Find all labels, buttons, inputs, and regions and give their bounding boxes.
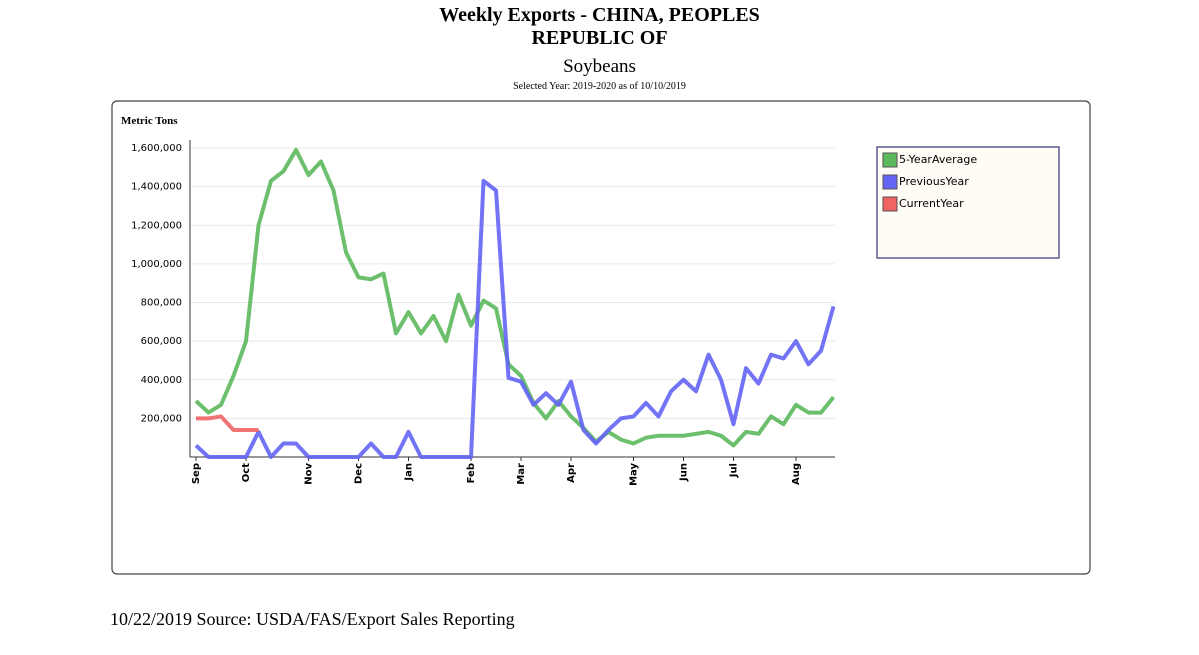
x-tick-label: Apr [566,463,577,483]
x-tick-label: Aug [791,463,802,485]
y-tick-label: 400,000 [141,375,182,386]
y-tick-label: 1,000,000 [131,259,182,270]
selection-note: Selected Year: 2019-2020 as of 10/10/201… [513,81,686,92]
y-tick-label: 1,600,000 [131,143,182,154]
x-tick-label: Jun [679,463,690,482]
chart-subtitle: Soybeans [563,56,636,77]
legend-label: CurrentYear [899,197,964,210]
chart-title: Weekly Exports - CHINA, PEOPLES REPUBLIC… [439,4,760,49]
x-tick-label: Jan [404,463,415,482]
x-tick-label: May [629,463,640,486]
legend-swatch [882,174,898,190]
legend-label: 5-YearAverage [899,153,977,166]
x-tick-label: Feb [466,463,477,483]
x-tick-label: Oct [241,463,252,482]
header: Weekly Exports - CHINA, PEOPLES REPUBLIC… [0,4,1199,92]
y-tick-label: 200,000 [141,413,182,424]
x-tick-label: Dec [354,463,365,484]
y-axis-label: Metric Tons [121,115,178,127]
source-note: 10/22/2019 Source: USDA/FAS/Export Sales… [110,609,515,629]
series-line [194,147,836,448]
series-line [194,178,836,459]
x-tick-label: Sep [191,463,202,484]
x-tick-label: Nov [304,463,315,485]
x-tick-label: Mar [516,463,527,485]
legend-swatch [882,196,898,212]
y-tick-label: 1,400,000 [131,182,182,193]
x-tick-label: Jul [729,463,740,478]
y-tick-label: 1,200,000 [131,220,182,231]
legend-box [876,146,1060,259]
legend-swatch [882,152,898,168]
y-tick-label: 600,000 [141,336,182,347]
legend-label: PreviousYear [899,175,969,188]
series-line [196,414,259,432]
y-tick-label: 800,000 [141,298,182,309]
